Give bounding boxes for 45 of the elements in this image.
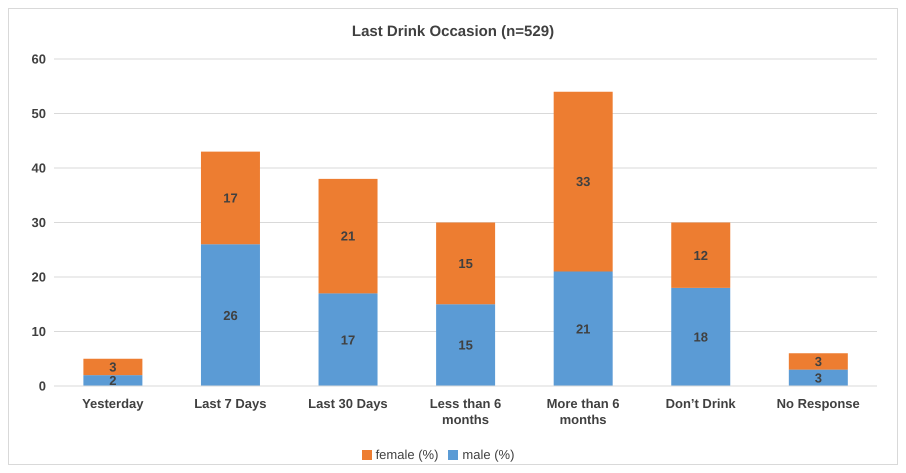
data-label: 2 <box>109 373 117 388</box>
bar <box>318 293 378 386</box>
data-label: 3 <box>814 354 822 370</box>
bar <box>436 222 496 304</box>
x-tick-label: Last 30 Days <box>308 396 388 411</box>
y-tick-label: 30 <box>32 215 46 230</box>
bar <box>200 244 260 386</box>
bar <box>671 222 730 288</box>
bar <box>554 92 613 272</box>
y-tick-label: 60 <box>32 52 46 67</box>
x-tick-label: Yesterday <box>82 396 144 411</box>
data-label: 15 <box>458 256 473 271</box>
data-label: 26 <box>223 308 238 323</box>
data-label: 33 <box>576 174 590 190</box>
x-tick-label: Less than 6 months <box>430 396 502 427</box>
data-label: 21 <box>576 321 590 336</box>
bar <box>788 353 848 370</box>
legend-label: male (%) <box>462 447 514 462</box>
chart-title: Last Drink Occasion (n=529) <box>350 22 556 42</box>
y-tick-label: 20 <box>32 270 46 285</box>
data-label: 15 <box>458 338 473 353</box>
bar <box>436 304 496 386</box>
data-label: 17 <box>223 190 238 206</box>
data-label: 3 <box>814 370 822 386</box>
data-label: 18 <box>694 330 708 345</box>
data-label: 12 <box>694 248 708 263</box>
bar <box>318 178 378 294</box>
legend-label: female (%) <box>376 447 438 462</box>
y-tick-label: 50 <box>32 106 46 122</box>
y-tick-label: 40 <box>32 160 46 176</box>
y-tick-label: 10 <box>32 324 46 340</box>
x-tick-label: Last 7 Days <box>194 396 266 411</box>
bar <box>200 152 260 244</box>
y-tick-label: 0 <box>38 378 46 394</box>
x-tick-label: No Response <box>776 396 860 411</box>
bar <box>83 375 142 386</box>
data-label: 3 <box>109 360 117 375</box>
bar <box>554 272 613 386</box>
x-tick-label: Don’t Drink <box>666 396 736 411</box>
bar <box>788 370 848 386</box>
bar <box>671 288 730 386</box>
data-label: 17 <box>340 332 356 348</box>
data-label: 21 <box>340 228 356 244</box>
x-tick-label: More than 6 months <box>546 396 620 427</box>
bar <box>83 358 142 376</box>
